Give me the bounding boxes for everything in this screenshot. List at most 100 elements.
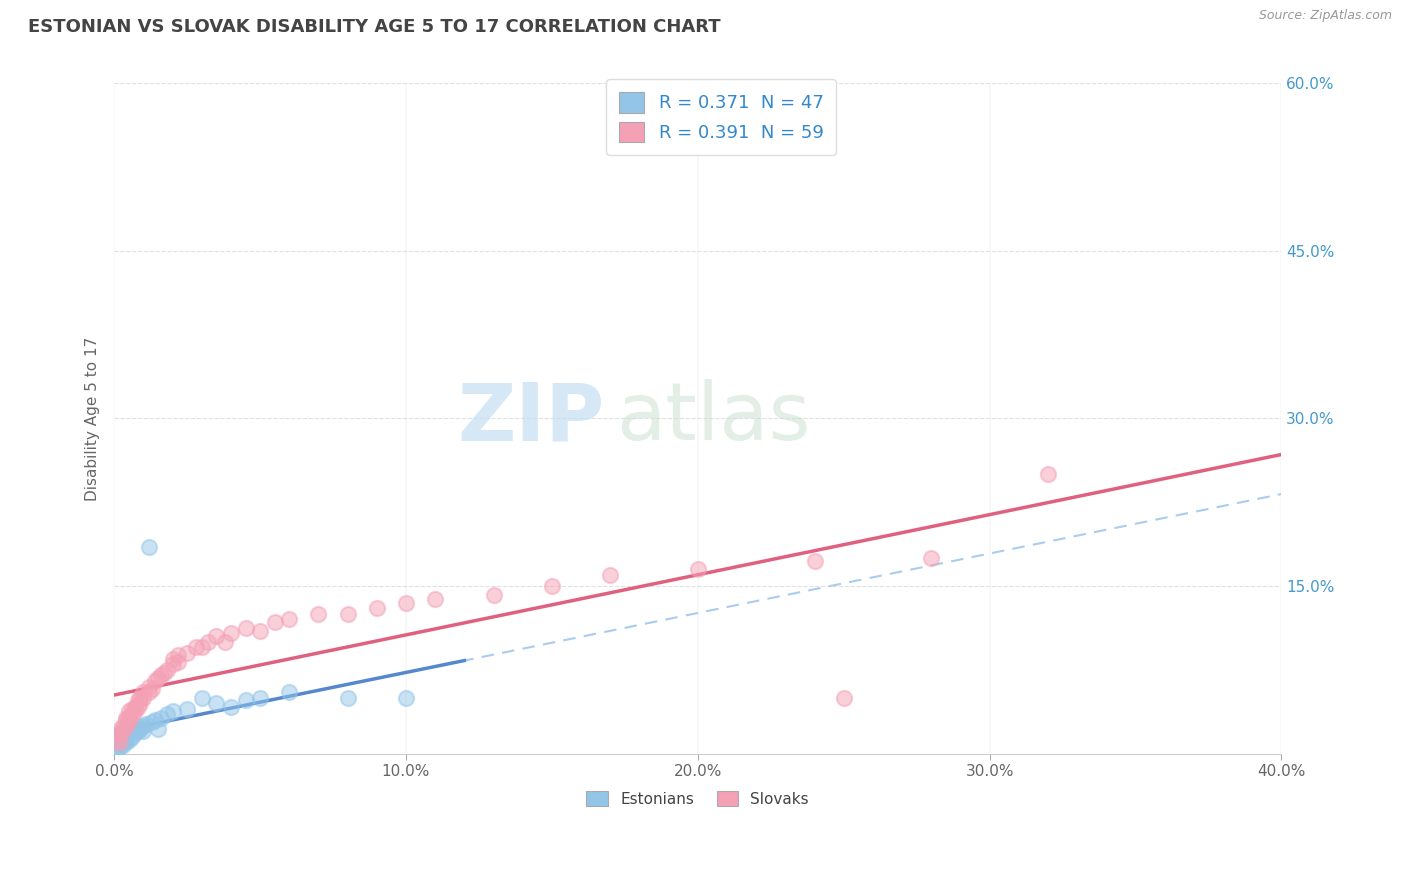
Point (235, 622, 257, 636)
Point (124, 704, 146, 718)
Point (111, 731, 134, 746)
Point (686, 562, 709, 576)
Point (118, 733, 141, 747)
Point (920, 551, 942, 566)
Point (141, 715, 163, 730)
Point (541, 579, 564, 593)
Point (197, 635, 219, 649)
Point (190, 690, 212, 705)
Legend: Estonians, Slovaks: Estonians, Slovaks (581, 785, 815, 813)
Point (129, 722, 152, 736)
Point (118, 726, 141, 740)
Point (127, 699, 149, 714)
Point (143, 673, 166, 688)
Text: ESTONIAN VS SLOVAK DISABILITY AGE 5 TO 17 CORRELATION CHART: ESTONIAN VS SLOVAK DISABILITY AGE 5 TO 1… (28, 18, 721, 36)
Point (121, 730, 143, 744)
Point (1036, 467, 1059, 482)
Point (118, 704, 141, 718)
Point (219, 626, 242, 640)
Point (105, 738, 128, 752)
Point (482, 588, 505, 602)
Point (162, 704, 184, 718)
Point (138, 680, 160, 694)
Point (599, 567, 621, 582)
Point (129, 696, 152, 710)
Point (118, 715, 141, 730)
Point (105, 733, 128, 747)
Point (105, 735, 128, 749)
Point (118, 711, 141, 725)
Point (132, 685, 155, 699)
Point (149, 668, 172, 682)
Point (167, 648, 190, 663)
Point (205, 696, 228, 710)
Point (108, 733, 131, 747)
Point (111, 718, 134, 732)
Point (184, 640, 207, 655)
Point (235, 693, 257, 707)
Text: ZIP: ZIP (457, 379, 605, 458)
Point (124, 722, 146, 736)
Point (149, 711, 172, 725)
Point (111, 729, 134, 743)
Point (162, 657, 184, 672)
Point (132, 718, 155, 732)
Point (395, 690, 418, 705)
Point (111, 738, 134, 752)
Point (115, 735, 138, 749)
Point (105, 740, 128, 755)
Point (135, 717, 157, 731)
Point (278, 685, 301, 699)
Point (111, 735, 134, 749)
Point (132, 690, 155, 705)
Point (138, 685, 160, 699)
Point (121, 702, 143, 716)
Point (336, 607, 359, 621)
Point (214, 635, 236, 649)
Point (108, 736, 131, 750)
Text: atlas: atlas (616, 379, 810, 458)
Point (205, 629, 228, 643)
Point (146, 722, 169, 736)
Point (366, 601, 388, 615)
Point (111, 724, 134, 739)
Point (129, 690, 152, 705)
Point (152, 666, 174, 681)
Point (111, 724, 134, 739)
Point (121, 707, 143, 722)
Point (115, 713, 138, 727)
Point (127, 693, 149, 707)
Point (395, 596, 418, 610)
Point (108, 726, 131, 740)
Point (307, 607, 329, 621)
Point (336, 690, 359, 705)
Y-axis label: Disability Age 5 to 17: Disability Age 5 to 17 (86, 336, 100, 500)
Point (115, 722, 138, 736)
Point (156, 663, 179, 677)
Point (141, 681, 163, 696)
Point (105, 730, 128, 744)
Point (115, 718, 138, 732)
Point (162, 651, 184, 665)
Point (132, 724, 155, 739)
Point (167, 655, 190, 669)
Point (249, 690, 271, 705)
Point (176, 702, 198, 716)
Point (278, 613, 301, 627)
Point (219, 699, 242, 714)
Point (832, 690, 855, 705)
Point (105, 735, 128, 749)
Point (108, 739, 131, 754)
Point (118, 722, 141, 736)
Point (425, 592, 447, 607)
Point (115, 711, 138, 725)
Point (108, 735, 131, 749)
Point (138, 540, 160, 554)
Point (176, 646, 198, 660)
Point (143, 713, 166, 727)
Point (263, 615, 285, 629)
Point (108, 726, 131, 740)
Point (108, 722, 131, 736)
Point (115, 726, 138, 740)
Point (108, 730, 131, 744)
